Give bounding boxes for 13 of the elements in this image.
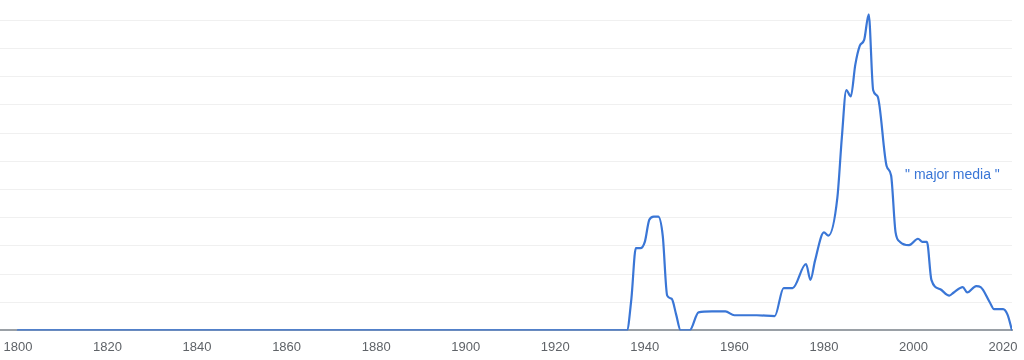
x-tick-label: 1820 — [93, 338, 122, 354]
x-tick-label: 1980 — [809, 338, 839, 354]
x-tick-label: 1920 — [540, 338, 570, 354]
x-tick-label: 1860 — [272, 338, 302, 354]
x-tick-label: 1960 — [719, 338, 749, 354]
x-tick-label: 1800 — [3, 338, 33, 354]
x-tick-label: 2020 — [988, 338, 1018, 354]
x-tick-label: 1900 — [451, 338, 481, 354]
x-tick-label: 1940 — [630, 338, 660, 354]
series-label: " major media " — [905, 166, 1000, 183]
x-tick-label: 2000 — [899, 338, 928, 354]
x-tick-label: 1840 — [182, 338, 212, 354]
x-tick-label: 1880 — [361, 338, 391, 354]
